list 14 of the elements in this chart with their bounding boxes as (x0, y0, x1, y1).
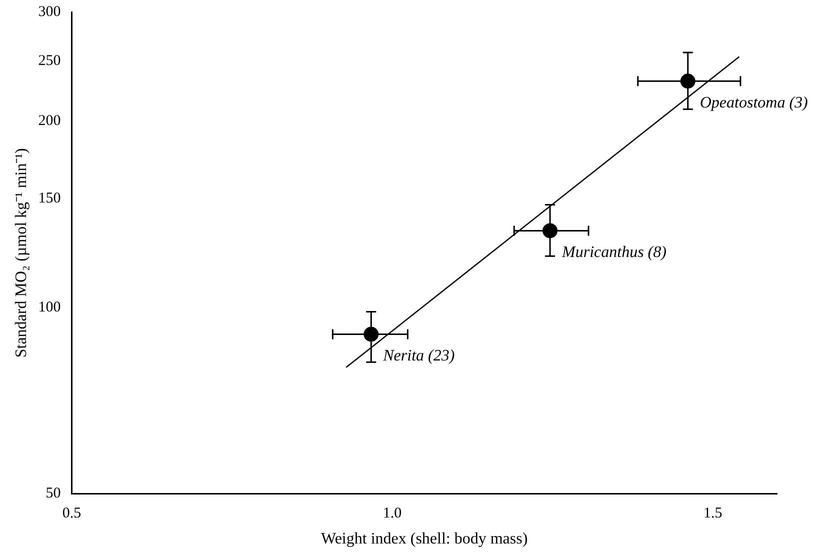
y-axis-title: Standard MO₂ (µmol kg⁻¹ min⁻¹) (12, 148, 30, 358)
x-axis-title: Weight index (shell: body mass) (321, 530, 528, 548)
annotation: Opeatostoma (3) (700, 94, 808, 112)
y-tick-label: 50 (46, 486, 61, 502)
y-tick-label: 250 (38, 52, 61, 69)
annotation: Nerita (23) (382, 347, 455, 364)
x-tick-label: 1.5 (704, 506, 722, 522)
x-tick-label: 1.0 (382, 506, 402, 522)
x-tick-label: 0.5 (62, 506, 82, 522)
y-tick-label: 200 (38, 112, 61, 129)
annotation: Muricanthus (8) (561, 244, 666, 261)
y-tick-label: 100 (38, 299, 61, 316)
y-tick-label: 300 (38, 4, 61, 20)
y-tick-label: 150 (38, 190, 61, 206)
